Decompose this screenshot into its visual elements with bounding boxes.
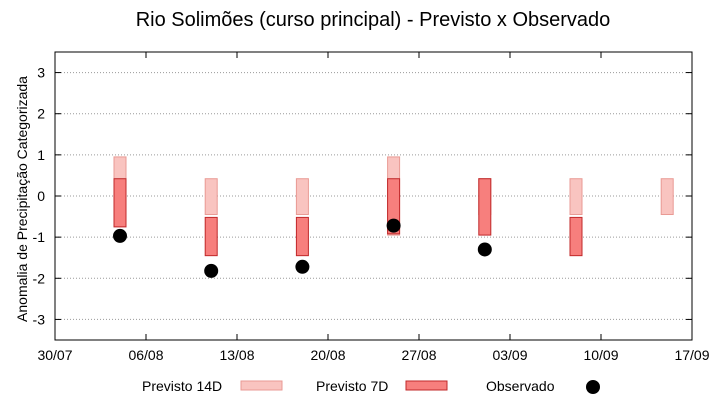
x-tick-label: 03/09 xyxy=(492,347,527,363)
point-observado xyxy=(113,228,127,243)
y-tick-label: 1 xyxy=(37,147,45,163)
y-axis-label: Anomalia de Precipitação Categorizada xyxy=(14,76,30,322)
legend-label-previsto-14d: Previsto 14D xyxy=(142,378,222,394)
bar-previsto-7d xyxy=(113,178,127,228)
point-observado xyxy=(477,242,492,257)
legend: Previsto 14D Previsto 7D Observado xyxy=(142,378,600,394)
legend-label-observado: Observado xyxy=(486,378,555,394)
axis-ticks: 3 2 1 0 -1 -2 -3 30/07 06/08 13/08 20/08 27/08 03/09… xyxy=(33,52,710,363)
x-tick-label: 17/09 xyxy=(674,347,709,363)
x-tick-label: 30/07 xyxy=(37,347,72,363)
bar-previsto-7d xyxy=(569,216,583,257)
x-tick-label: 20/08 xyxy=(310,347,345,363)
x-tick-label: 06/08 xyxy=(128,347,163,363)
x-tick-label: 13/08 xyxy=(219,347,254,363)
point-observado xyxy=(204,263,219,278)
y-tick-label: 3 xyxy=(37,65,45,81)
x-tick-label: 10/09 xyxy=(583,347,618,363)
bar-previsto-7d xyxy=(478,178,492,236)
legend-swatch-previsto-7d xyxy=(405,380,448,391)
bar-previsto-14d xyxy=(660,178,674,216)
y-tick-label: -2 xyxy=(33,270,46,286)
y-tick-label: -3 xyxy=(33,311,46,327)
range-bars xyxy=(113,156,674,257)
legend-swatch-previsto-14d xyxy=(240,380,283,391)
y-tick-label: 0 xyxy=(37,188,45,204)
observed-points xyxy=(113,218,492,278)
y-tick-label: 2 xyxy=(37,106,45,122)
grid xyxy=(55,72,692,320)
bar-previsto-14d xyxy=(295,178,309,216)
bar-previsto-7d xyxy=(204,216,218,257)
legend-label-previsto-7d: Previsto 7D xyxy=(316,378,388,394)
x-tick-label: 27/08 xyxy=(401,347,436,363)
bar-previsto-14d xyxy=(569,178,583,216)
legend-marker-observado xyxy=(586,380,600,394)
point-observado xyxy=(386,218,401,233)
y-tick-label: -1 xyxy=(33,229,46,245)
bar-previsto-14d xyxy=(204,178,218,216)
bar-previsto-7d xyxy=(295,216,309,257)
point-observado xyxy=(295,259,310,274)
chart-title: Rio Solimões (curso principal) - Previst… xyxy=(136,9,611,31)
